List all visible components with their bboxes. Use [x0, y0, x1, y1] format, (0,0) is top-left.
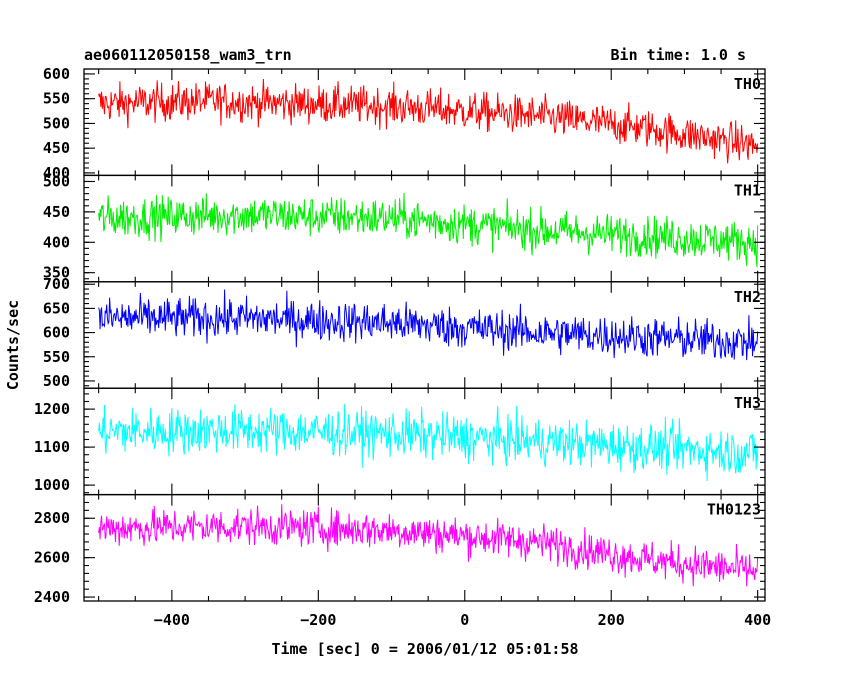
panel-frame [83, 174, 766, 283]
y-tick-label: 1100 [34, 438, 70, 456]
x-tick-label: 0 [460, 611, 469, 629]
y-tick-label: 450 [43, 203, 70, 221]
bin-time-label: Bin time: 1.0 s [611, 46, 746, 64]
panel-th0123: 2400 2600 2800 TH0123 [34, 493, 766, 606]
y-tick-label: 2800 [34, 509, 70, 527]
y-tick-label: 600 [43, 65, 70, 83]
y-tick-label: 700 [43, 275, 70, 293]
series-line-th2 [98, 289, 759, 361]
panel-label: TH2 [734, 288, 761, 306]
x-tick-label: 400 [744, 611, 771, 629]
x-tick-label: −200 [300, 611, 336, 629]
panel-label: TH0123 [707, 501, 761, 519]
series-line-th0123 [98, 504, 759, 587]
y-tick-label: 450 [43, 139, 70, 157]
y-tick-label: 600 [43, 324, 70, 342]
x-axis-label: Time [sec] 0 = 2006/01/12 05:01:58 [271, 640, 578, 658]
series-line-th3 [98, 403, 759, 481]
series-line-th0 [98, 79, 759, 164]
panel-th2: 500 550 600 650 700 TH2 [43, 275, 766, 390]
chart-title: ae060112050158_wam3_trn [84, 46, 292, 64]
panel-frame [83, 68, 766, 177]
panel-frame [83, 493, 766, 602]
y-tick-label: 500 [43, 114, 70, 132]
y-tick-label: 1200 [34, 400, 70, 418]
y-tick-label: 500 [43, 372, 70, 390]
y-tick-label: 2600 [34, 549, 70, 567]
x-tick-label: −400 [154, 611, 190, 629]
panel-th1: 350 400 450 500 TH1 [43, 172, 766, 283]
y-tick-label: 650 [43, 299, 70, 317]
panel-label: TH1 [734, 181, 761, 199]
panel-label: TH3 [734, 394, 761, 412]
panel-th0: 400 450 500 550 600 TH0 [43, 65, 766, 182]
y-tick-label: 400 [43, 233, 70, 251]
y-tick-label: 550 [43, 90, 70, 108]
x-tick-label: 200 [598, 611, 625, 629]
y-tick-label: 350 [43, 264, 70, 282]
y-tick-label: 400 [43, 164, 70, 182]
series-line-th1 [98, 192, 759, 268]
y-tick-label: 550 [43, 348, 70, 366]
y-tick-label: 2400 [34, 588, 70, 606]
y-tick-label: 1000 [34, 476, 70, 494]
y-axis-label: Counts/sec [4, 300, 22, 390]
panels-group: 400 450 500 550 600 TH0 350 400 450 500 TH1 500 550 6… [34, 65, 771, 629]
panel-th3: 1000 1100 1200 TH3 [34, 387, 766, 496]
panel-label: TH0 [734, 75, 761, 93]
y-tick-label: 500 [43, 172, 70, 190]
